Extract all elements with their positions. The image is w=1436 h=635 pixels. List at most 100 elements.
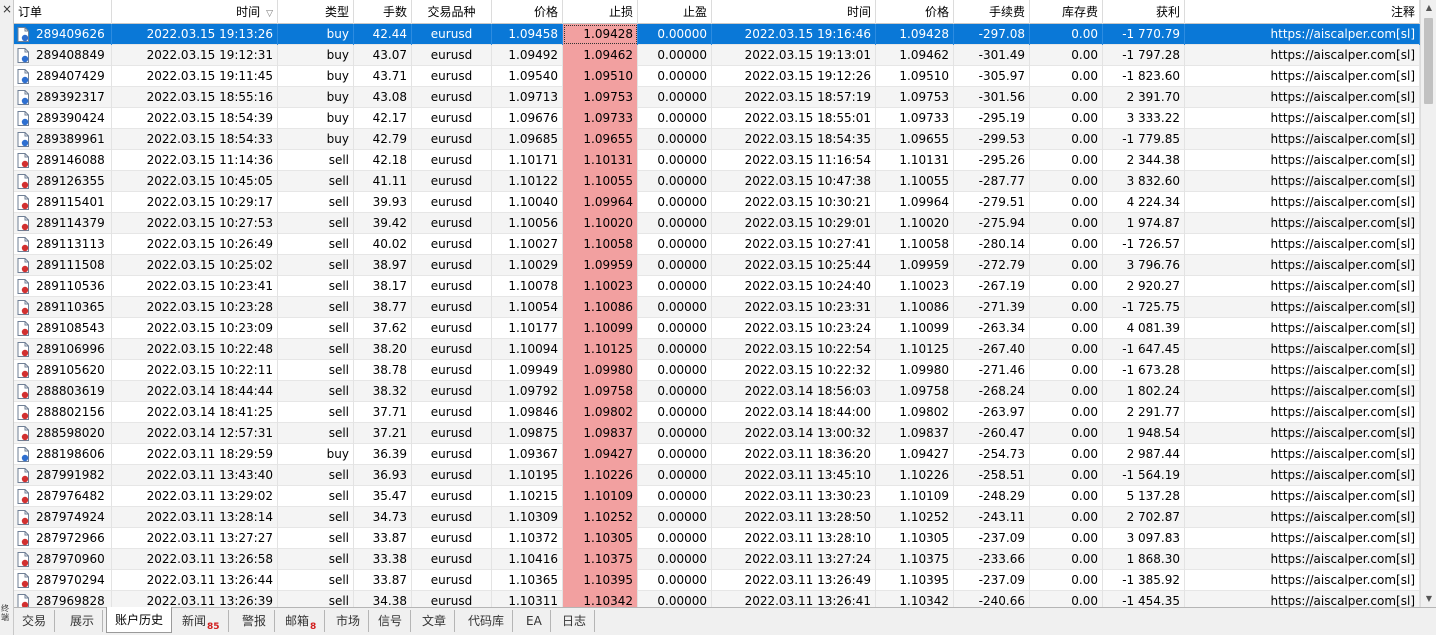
table-row[interactable]: 287976482 2022.03.11 13:29:02 sell 35.47 eur… (14, 486, 1420, 507)
table-row[interactable]: 289146088 2022.03.15 11:14:36 sell 42.18 eur… (14, 150, 1420, 171)
table-row[interactable]: 289108543 2022.03.15 10:23:09 sell 37.62 eur… (14, 318, 1420, 339)
column-header-sl[interactable]: 止损 (563, 0, 638, 24)
cell-close_time: 2022.03.15 10:23:31 (712, 297, 876, 318)
tab-3[interactable]: 新闻85 (174, 610, 229, 632)
table-row[interactable]: 289106996 2022.03.15 10:22:48 sell 38.20 eur… (14, 339, 1420, 360)
order-number: 289408849 (36, 48, 105, 62)
table-row[interactable]: 289126355 2022.03.15 10:45:05 sell 41.11 eur… (14, 171, 1420, 192)
table-row[interactable]: 288802156 2022.03.14 18:41:25 sell 37.71 eur… (14, 402, 1420, 423)
cell-sl: 1.09964 (563, 192, 638, 213)
table-row[interactable]: 289114379 2022.03.15 10:27:53 sell 39.42 eur… (14, 213, 1420, 234)
tab-5[interactable]: 邮箱8 (277, 610, 326, 632)
cell-volume: 42.17 (354, 108, 412, 129)
table-row[interactable]: 287970960 2022.03.11 13:26:58 sell 33.38 eur… (14, 549, 1420, 570)
column-header-close_time[interactable]: 时间 (712, 0, 876, 24)
cell-comment: https://aiscalper.com[sl] (1185, 213, 1420, 234)
table-row[interactable]: 289115401 2022.03.15 10:29:17 sell 39.93 eur… (14, 192, 1420, 213)
cell-order: 289408849 (14, 45, 112, 66)
close-icon[interactable]: × (1, 2, 13, 16)
cell-order: 287974924 (14, 507, 112, 528)
cell-type: sell (278, 528, 354, 549)
scroll-up-icon[interactable]: ▲ (1425, 3, 1433, 12)
tab-0[interactable]: 交易 (14, 610, 56, 632)
tab-1[interactable]: 展示 (62, 610, 104, 632)
column-header-label: 价格 (924, 5, 949, 19)
column-header-label: 注释 (1390, 5, 1415, 19)
tab-6[interactable]: 市场 (328, 610, 370, 632)
cell-sl: 1.10375 (563, 549, 638, 570)
cell-commission: -237.09 (954, 570, 1030, 591)
column-header-open_price[interactable]: 价格 (492, 0, 563, 24)
cell-open_time: 2022.03.15 10:22:11 (112, 360, 278, 381)
cell-comment: https://aiscalper.com[sl] (1185, 402, 1420, 423)
tab-7[interactable]: 信号 (370, 610, 412, 632)
cell-tp: 0.00000 (638, 570, 712, 591)
column-header-volume[interactable]: 手数 (354, 0, 412, 24)
vertical-scrollbar[interactable]: ▲ ▼ (1420, 0, 1436, 607)
cell-comment: https://aiscalper.com[sl] (1185, 255, 1420, 276)
order-number: 287972966 (36, 531, 105, 545)
scroll-down-icon[interactable]: ▼ (1425, 594, 1433, 603)
table-row[interactable]: 289409626 2022.03.15 19:13:26 buy 42.44 euru… (14, 24, 1420, 45)
column-header-tp[interactable]: 止盈 (638, 0, 712, 24)
cell-commission: -271.39 (954, 297, 1030, 318)
tab-4[interactable]: 警报 (234, 610, 276, 632)
table-row[interactable]: 288598020 2022.03.14 12:57:31 sell 37.21 eur… (14, 423, 1420, 444)
order-number: 289389961 (36, 132, 105, 146)
cell-symbol: eurusd (412, 444, 492, 465)
table-row[interactable]: 289407429 2022.03.15 19:11:45 buy 43.71 euru… (14, 66, 1420, 87)
cell-close_price: 1.10342 (876, 591, 954, 607)
table-row[interactable]: 289111508 2022.03.15 10:25:02 sell 38.97 eur… (14, 255, 1420, 276)
tab-10[interactable]: EA (518, 610, 551, 632)
cell-order: 287972966 (14, 528, 112, 549)
table-row[interactable]: 289110536 2022.03.15 10:23:41 sell 38.17 eur… (14, 276, 1420, 297)
cell-swap: 0.00 (1030, 570, 1103, 591)
column-header-symbol[interactable]: 交易品种 (412, 0, 492, 24)
table-row[interactable]: 289392317 2022.03.15 18:55:16 buy 43.08 euru… (14, 87, 1420, 108)
order-number: 289126355 (36, 174, 105, 188)
cell-open_time: 2022.03.15 10:45:05 (112, 171, 278, 192)
tab-2[interactable]: 账户历史 (106, 607, 173, 633)
column-header-profit[interactable]: 获利 (1103, 0, 1185, 24)
tab-11[interactable]: 日志 (554, 610, 596, 632)
terminal-tab-bar: 交易 展示 账户历史 新闻85 警报 邮箱8 市场 信号 文章 代码库 EA 日志 (14, 607, 1436, 635)
table-row[interactable]: 289105620 2022.03.15 10:22:11 sell 38.78 eur… (14, 360, 1420, 381)
table-row[interactable]: 289110365 2022.03.15 10:23:28 sell 38.77 eur… (14, 297, 1420, 318)
scroll-thumb[interactable] (1424, 18, 1433, 104)
column-header-comment[interactable]: 注释 (1185, 0, 1420, 24)
column-header-order[interactable]: 订单 (14, 0, 112, 24)
cell-volume: 40.02 (354, 234, 412, 255)
order-number: 288598020 (36, 426, 105, 440)
cell-volume: 38.32 (354, 381, 412, 402)
table-row[interactable]: 288803619 2022.03.14 18:44:44 sell 38.32 eur… (14, 381, 1420, 402)
cell-type: sell (278, 171, 354, 192)
cell-order: 289409626 (14, 24, 112, 45)
sell-order-doc-icon (17, 237, 29, 252)
table-row[interactable]: 288198606 2022.03.11 18:29:59 buy 36.39 euru… (14, 444, 1420, 465)
cell-close_price: 1.09837 (876, 423, 954, 444)
table-row[interactable]: 289408849 2022.03.15 19:12:31 buy 43.07 euru… (14, 45, 1420, 66)
column-header-label: 手数 (382, 5, 407, 19)
cell-tp: 0.00000 (638, 507, 712, 528)
table-row[interactable]: 289390424 2022.03.15 18:54:39 buy 42.17 euru… (14, 108, 1420, 129)
sort-descending-icon[interactable]: ▽ (266, 9, 273, 19)
cell-order: 289126355 (14, 171, 112, 192)
column-header-open_time[interactable]: 时间 ▽ (112, 0, 278, 24)
cell-sl: 1.10020 (563, 213, 638, 234)
table-row[interactable]: 287969828 2022.03.11 13:26:39 sell 34.38 eur… (14, 591, 1420, 607)
table-row[interactable]: 289389961 2022.03.15 18:54:33 buy 42.79 euru… (14, 129, 1420, 150)
column-header-commission[interactable]: 手续费 (954, 0, 1030, 24)
column-header-close_price[interactable]: 价格 (876, 0, 954, 24)
table-row[interactable]: 287991982 2022.03.11 13:43:40 sell 36.93 eur… (14, 465, 1420, 486)
tab-8[interactable]: 文章 (414, 610, 456, 632)
column-header-type[interactable]: 类型 (278, 0, 354, 24)
column-header-swap[interactable]: 库存费 (1030, 0, 1103, 24)
cell-open_time: 2022.03.15 10:29:17 (112, 192, 278, 213)
table-row[interactable]: 287970294 2022.03.11 13:26:44 sell 33.87 eur… (14, 570, 1420, 591)
cell-volume: 33.38 (354, 549, 412, 570)
tab-9[interactable]: 代码库 (460, 610, 514, 632)
cell-close_price: 1.09959 (876, 255, 954, 276)
table-row[interactable]: 287972966 2022.03.11 13:27:27 sell 33.87 eur… (14, 528, 1420, 549)
table-row[interactable]: 289113113 2022.03.15 10:26:49 sell 40.02 eur… (14, 234, 1420, 255)
table-row[interactable]: 287974924 2022.03.11 13:28:14 sell 34.73 eur… (14, 507, 1420, 528)
